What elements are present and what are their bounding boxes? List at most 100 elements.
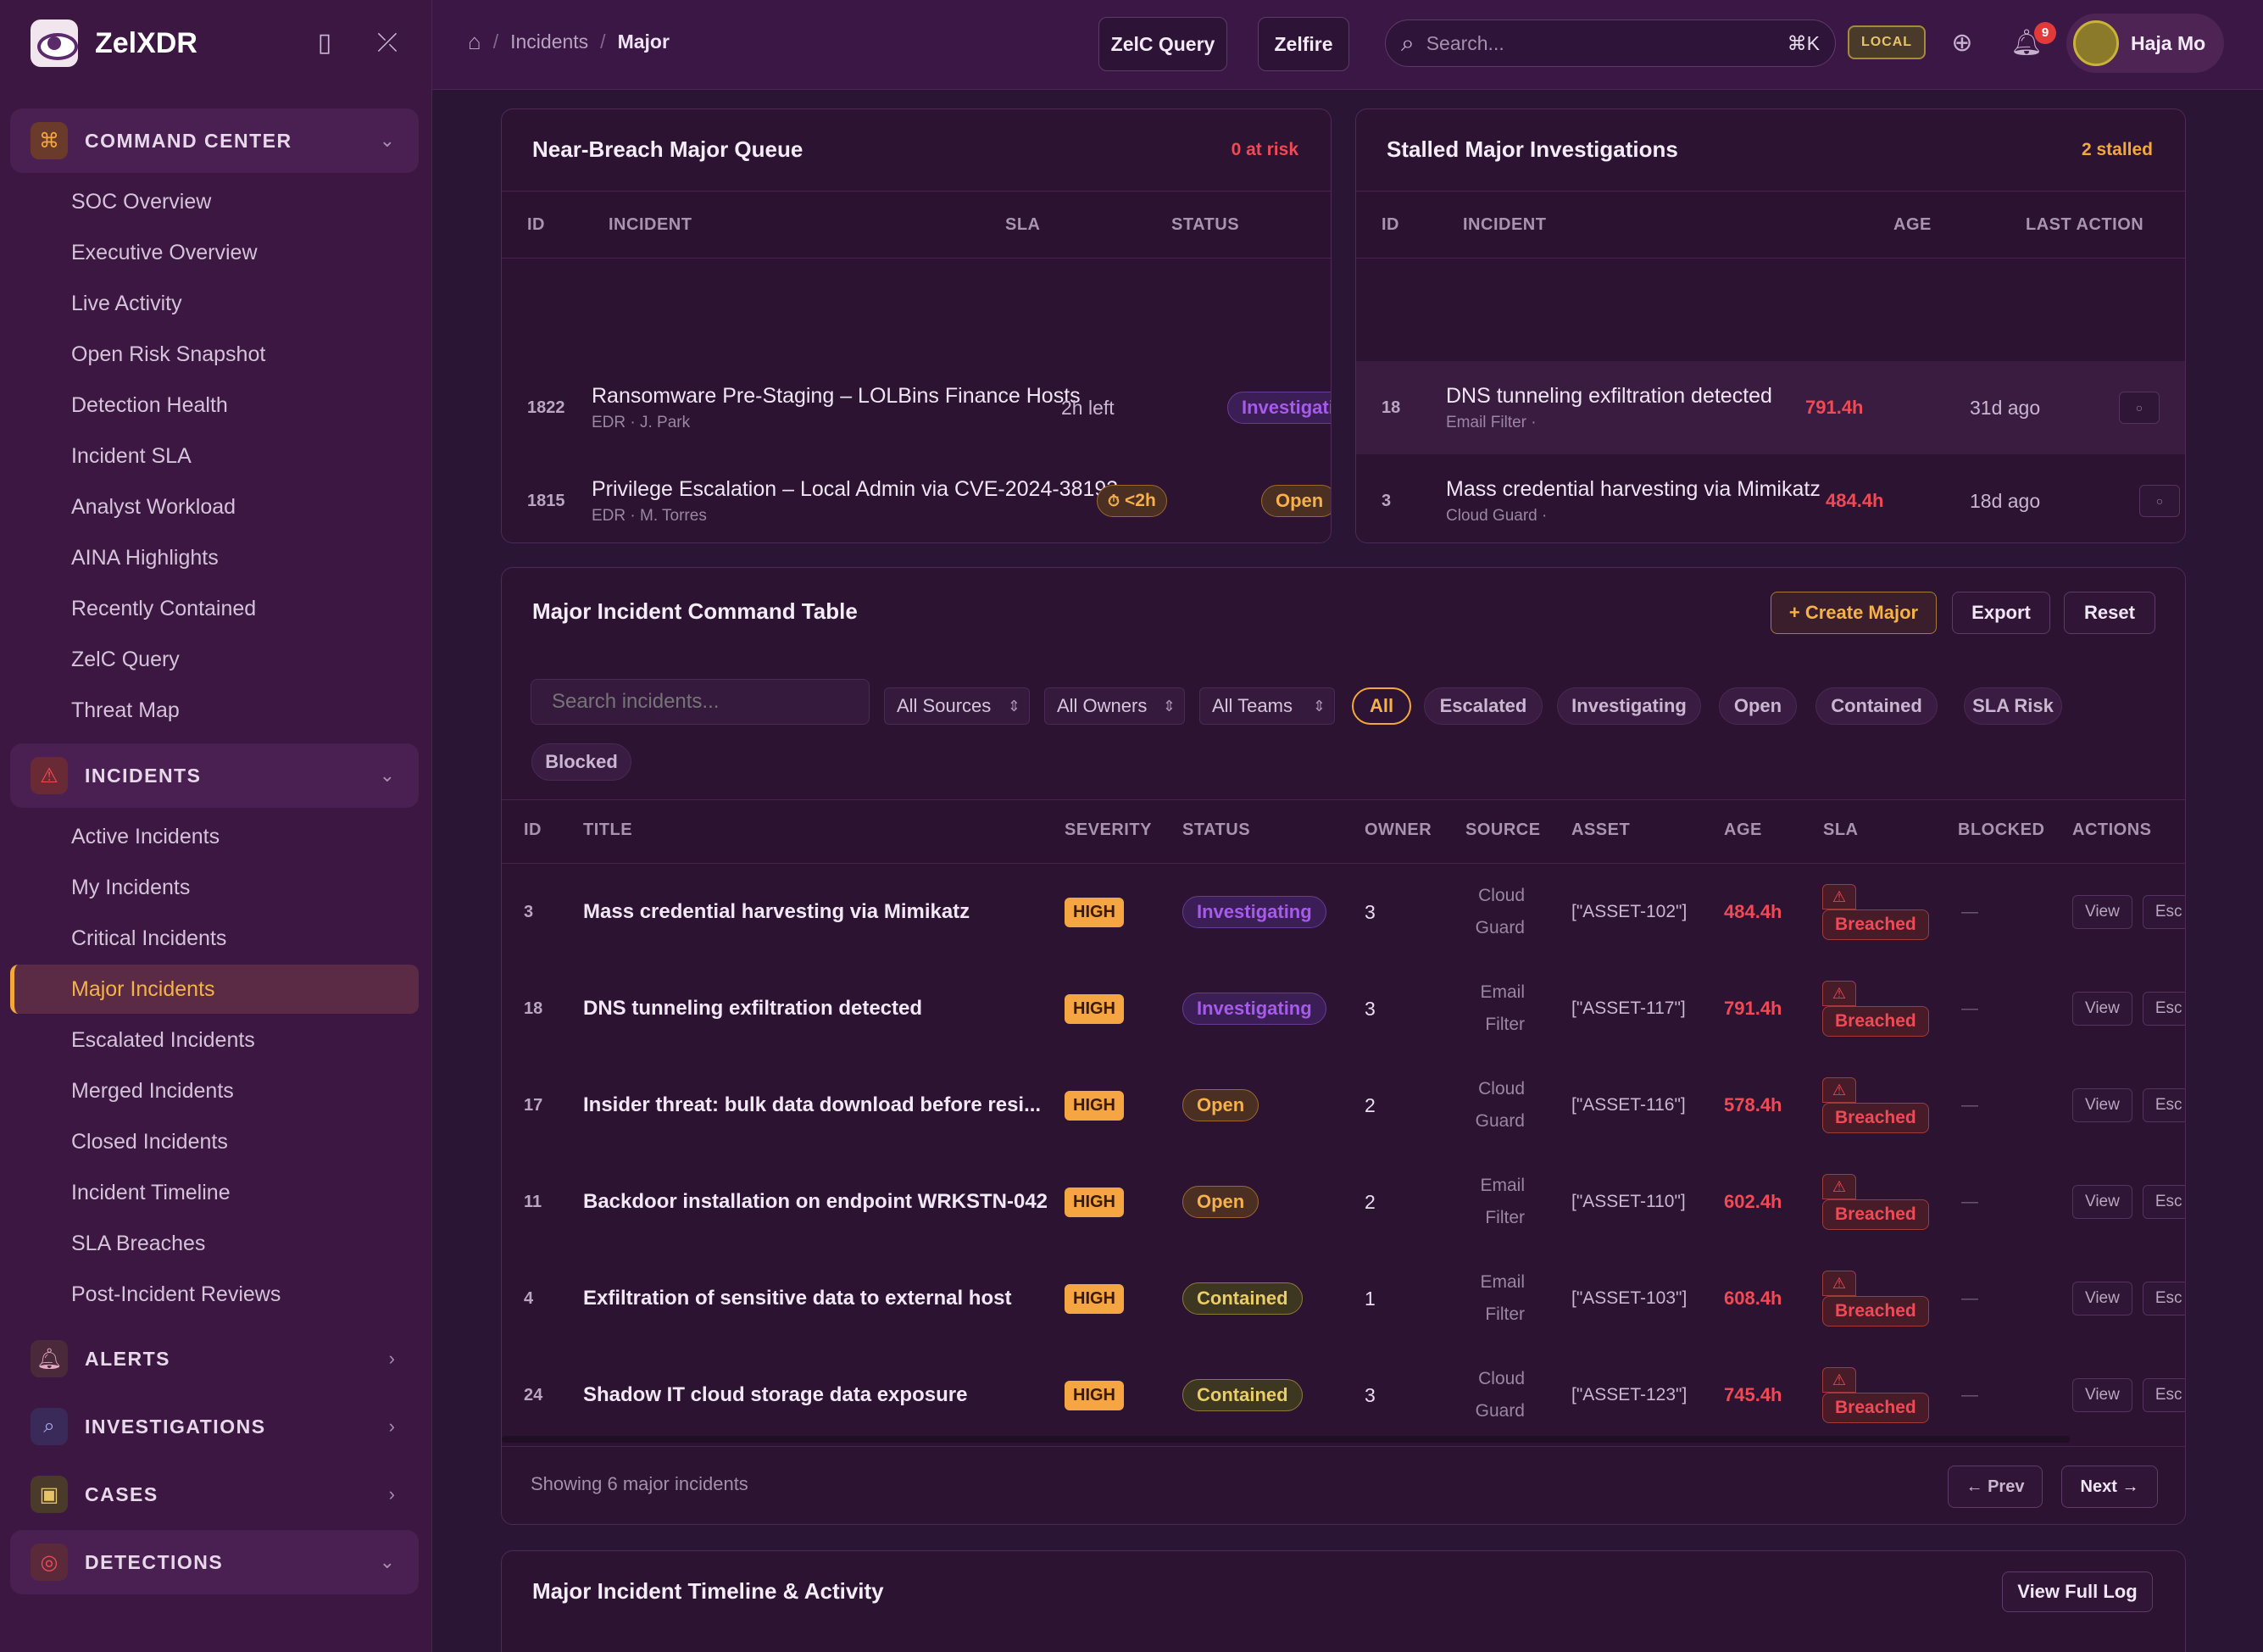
- filter-chip[interactable]: All: [1352, 687, 1411, 725]
- incident-title[interactable]: Ransomware Pre-Staging – LOLBins Finance…: [592, 383, 1081, 408]
- next-button[interactable]: Next →: [2061, 1466, 2158, 1508]
- list-item[interactable]: 18 DNS tunneling exfiltration detected Ema…: [1356, 361, 2185, 454]
- more-icon[interactable]: ○: [2119, 392, 2160, 424]
- sources-filter[interactable]: All Sources: [884, 687, 1030, 725]
- sidebar-item[interactable]: AINA Highlights: [71, 545, 219, 570]
- sidebar-item[interactable]: Recently Contained: [71, 596, 257, 620]
- incident-title[interactable]: Mass credential harvesting via Mimikatz: [1446, 476, 1821, 501]
- stalled-investigations-card: Stalled Major Investigations 2 stalled I…: [1355, 108, 2186, 543]
- global-search[interactable]: ⌕ Search... ⌘K: [1385, 19, 1836, 67]
- escalate-button[interactable]: Esc: [2142, 895, 2185, 929]
- sidebar-item[interactable]: Post-Incident Reviews: [71, 1282, 281, 1306]
- incident-title[interactable]: DNS tunneling exfiltration detected: [583, 997, 923, 1020]
- source-line: Filter: [1485, 1015, 1525, 1034]
- sidebar-item[interactable]: SLA Breaches: [71, 1231, 206, 1255]
- sidebar-item[interactable]: Live Activity: [71, 291, 182, 315]
- list-item[interactable]: 3 Mass credential harvesting via Mimikatz…: [1356, 454, 2185, 542]
- create-major-button[interactable]: + Create Major: [1771, 592, 1937, 634]
- brand[interactable]: ZelXDR: [31, 17, 197, 70]
- incident-search-input[interactable]: [531, 679, 870, 725]
- teams-filter[interactable]: All Teams: [1199, 687, 1335, 725]
- sidebar-item[interactable]: Incident Timeline: [71, 1180, 231, 1204]
- sidebar-item[interactable]: Active Incidents: [71, 824, 220, 848]
- table-row[interactable]: 24 Shadow IT cloud storage data exposure H…: [502, 1347, 2185, 1443]
- more-icon[interactable]: ○: [2139, 485, 2180, 517]
- view-button[interactable]: View: [2072, 1088, 2132, 1122]
- export-button[interactable]: Export: [1952, 592, 2050, 634]
- table-row[interactable]: 4 Exfiltration of sensitive data to exter…: [502, 1250, 2185, 1347]
- sidebar-item[interactable]: My Incidents: [71, 875, 191, 899]
- incident-title[interactable]: Insider threat: bulk data download befor…: [583, 1093, 1042, 1116]
- reset-button[interactable]: Reset: [2064, 592, 2155, 634]
- escalate-button[interactable]: Esc: [2142, 1378, 2185, 1412]
- list-item[interactable]: 1822 Ransomware Pre-Staging – LOLBins Fin…: [502, 361, 1331, 454]
- table-row[interactable]: 17 Insider threat: bulk data download bef…: [502, 1057, 2185, 1154]
- zelfire-button[interactable]: Zelfire: [1258, 17, 1349, 71]
- sidebar-item[interactable]: Executive Overview: [71, 240, 258, 264]
- view-button[interactable]: View: [2072, 1378, 2132, 1412]
- sidebar-item[interactable]: Major Incidents: [10, 965, 419, 1014]
- nav-group-investigations[interactable]: ⌕ INVESTIGATIONS ›: [10, 1394, 419, 1459]
- zelc-query-button[interactable]: ZelC Query: [1098, 17, 1227, 71]
- incident-title[interactable]: Backdoor installation on endpoint WRKSTN…: [583, 1190, 1048, 1213]
- sidebar-item[interactable]: ZelC Query: [71, 647, 180, 671]
- home-icon[interactable]: ⌂: [468, 29, 481, 54]
- escalate-button[interactable]: Esc: [2142, 1088, 2185, 1122]
- owners-filter[interactable]: All Owners: [1044, 687, 1185, 725]
- incident-title[interactable]: Privilege Escalation – Local Admin via C…: [592, 476, 1119, 501]
- status-pill: Investigating: [1182, 896, 1326, 928]
- escalate-button[interactable]: Esc: [2142, 992, 2185, 1026]
- filter-chip[interactable]: Contained: [1815, 687, 1938, 725]
- column-header: AGE: [1724, 820, 1762, 839]
- incident-title[interactable]: DNS tunneling exfiltration detected: [1446, 383, 1772, 408]
- add-icon[interactable]: ⊕: [1951, 29, 1973, 57]
- severity-cell: HIGH: [1065, 960, 1124, 1057]
- escalate-button[interactable]: Esc: [2142, 1185, 2185, 1219]
- view-button[interactable]: View: [2072, 1185, 2132, 1219]
- owner-value: 2: [1365, 1190, 1376, 1213]
- breadcrumb-incidents[interactable]: Incidents: [510, 31, 589, 53]
- blocked-value: —: [1961, 902, 1978, 921]
- filter-chip[interactable]: SLA Risk: [1964, 687, 2062, 725]
- sidebar-item[interactable]: Closed Incidents: [71, 1129, 228, 1154]
- filter-chip[interactable]: Blocked: [531, 743, 631, 781]
- sidebar-item[interactable]: Escalated Incidents: [71, 1027, 255, 1052]
- incident-title[interactable]: Exfiltration of sensitive data to extern…: [583, 1287, 1012, 1310]
- sidebar-item[interactable]: Critical Incidents: [71, 926, 227, 950]
- sidebar-item[interactable]: Incident SLA: [71, 443, 192, 468]
- nav-group-command-center[interactable]: ⌘ COMMAND CENTER ⌄: [10, 108, 419, 173]
- incident-meta: Email Filter ·: [1446, 413, 1537, 431]
- sidebar-item[interactable]: Merged Incidents: [71, 1078, 234, 1103]
- table-row[interactable]: 18 DNS tunneling exfiltration detected HIG…: [502, 960, 2185, 1057]
- nav-group-cases[interactable]: ▣ CASES ›: [10, 1462, 419, 1527]
- sidebar-item[interactable]: Open Risk Snapshot: [71, 342, 266, 366]
- incident-title[interactable]: Mass credential harvesting via Mimikatz: [583, 900, 970, 923]
- view-button[interactable]: View: [2072, 895, 2132, 929]
- incident-id: 1822: [527, 398, 565, 417]
- nav-group-incidents[interactable]: ⚠ INCIDENTS ⌄: [10, 743, 419, 808]
- sidebar-item[interactable]: Analyst Workload: [71, 494, 236, 519]
- sidebar-item[interactable]: Threat Map: [71, 698, 180, 722]
- prev-button[interactable]: ← Prev: [1948, 1466, 2043, 1508]
- table-row[interactable]: 3 Mass credential harvesting via Mimikatz…: [502, 864, 2185, 960]
- filter-chip[interactable]: Investigating: [1557, 687, 1701, 725]
- incident-title[interactable]: Shadow IT cloud storage data exposure: [583, 1383, 968, 1406]
- nav-group-detections[interactable]: ◎ DETECTIONS ⌄: [10, 1530, 419, 1594]
- filter-chip[interactable]: Escalated: [1424, 687, 1543, 725]
- user-menu[interactable]: Haja Mo: [2066, 14, 2224, 73]
- view-full-log-button[interactable]: View Full Log: [2002, 1571, 2153, 1612]
- collapse-icon[interactable]: ⤫: [377, 29, 398, 57]
- escalate-button[interactable]: Esc: [2142, 1282, 2185, 1315]
- incident-cell: Mass credential harvesting via Mimikatz C…: [1446, 454, 1821, 542]
- view-button[interactable]: View: [2072, 1282, 2132, 1315]
- list-item[interactable]: 1815 Privilege Escalation – Local Admin v…: [502, 454, 1331, 542]
- sidebar-item[interactable]: SOC Overview: [71, 189, 212, 214]
- filter-chip[interactable]: Open: [1719, 687, 1797, 725]
- horizontal-scrollbar[interactable]: [502, 1436, 2070, 1443]
- table-row[interactable]: 11 Backdoor installation on endpoint WRKS…: [502, 1154, 2185, 1250]
- sidebar-item[interactable]: Detection Health: [71, 392, 228, 417]
- view-button[interactable]: View: [2072, 992, 2132, 1026]
- sidebar-toggle-icon[interactable]: ▯: [317, 29, 332, 57]
- nav-group-alerts[interactable]: 🔔︎ ALERTS ›: [10, 1327, 419, 1391]
- last-action: 18d ago: [1970, 489, 2041, 512]
